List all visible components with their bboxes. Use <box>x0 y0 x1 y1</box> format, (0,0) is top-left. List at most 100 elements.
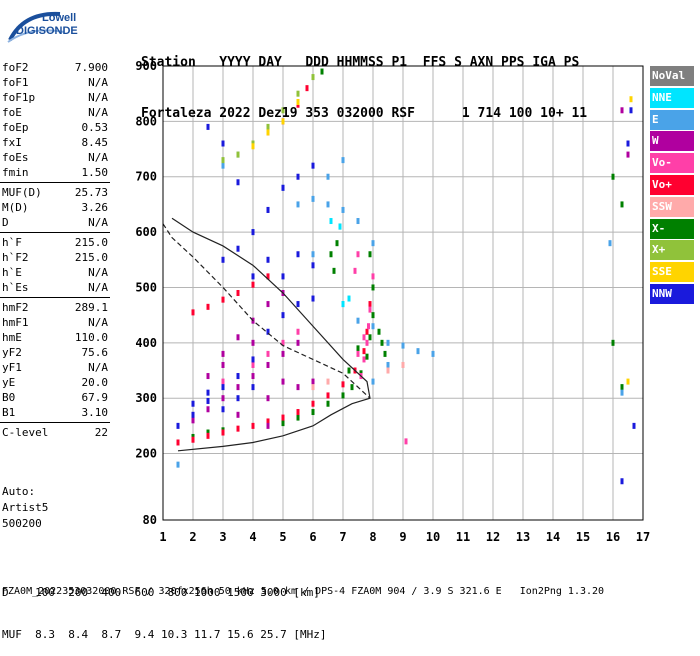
series-vo- <box>176 85 372 446</box>
data-point <box>329 251 333 258</box>
param-row: MUF(D) 25.73 <box>0 185 110 200</box>
data-point <box>626 378 630 385</box>
data-point <box>296 173 300 180</box>
param-value: N/A <box>88 361 108 374</box>
param-name: foE <box>2 106 22 119</box>
param-row: foE N/A <box>0 105 110 120</box>
data-point <box>305 85 309 92</box>
x-tick-label: 10 <box>426 530 440 544</box>
data-point <box>335 240 339 247</box>
header-labels: Station YYYY DAY DDD HHMMSS P1 FFS S AXN… <box>141 55 580 70</box>
data-point <box>296 98 300 105</box>
data-point <box>626 140 630 147</box>
x-tick-label: 14 <box>546 530 560 544</box>
param-name: h`F2 <box>2 251 29 264</box>
data-point <box>221 350 225 357</box>
x-tick-label: 3 <box>219 530 226 544</box>
data-point <box>251 361 255 368</box>
data-point <box>431 350 435 357</box>
muf-distance-row: D 100 200 400 600 800 1000 1500 3000 [km… <box>2 586 320 599</box>
param-name: yF1 <box>2 361 22 374</box>
data-point <box>221 406 225 413</box>
x-tick-label: 13 <box>516 530 530 544</box>
data-point <box>347 295 351 302</box>
x-tick-label: 11 <box>456 530 470 544</box>
param-row: fmin 1.50 <box>0 165 110 180</box>
legend-item-vo-: Vo- <box>650 153 694 174</box>
data-point <box>608 240 612 247</box>
param-name: hmF1 <box>2 316 29 329</box>
data-point <box>236 425 240 432</box>
param-divider <box>0 297 110 298</box>
lowell-digisonde-logo: Lowell DIGISONDE <box>4 6 124 44</box>
data-point <box>251 281 255 288</box>
x-tick-label: 2 <box>189 530 196 544</box>
data-point <box>236 151 240 158</box>
plot-frame <box>162 65 644 521</box>
data-point <box>236 290 240 296</box>
ionogram-chart: 1 2 3 4 5 6 7 8 9 10 11 12 13 14 15 16 17802003004005006… <box>135 59 650 544</box>
dashed-profile-curve <box>162 223 371 399</box>
y-tick-label: 600 <box>135 225 157 239</box>
data-point <box>629 96 633 103</box>
chart-curves <box>162 217 371 452</box>
data-point <box>356 317 360 324</box>
data-point <box>221 256 225 263</box>
param-value: N/A <box>88 76 108 89</box>
logo-line1: Lowell <box>42 12 77 24</box>
data-point <box>221 157 225 164</box>
param-row: yF1 N/A <box>0 360 110 375</box>
data-point <box>191 411 195 418</box>
data-point <box>311 74 315 81</box>
data-point <box>281 414 285 421</box>
data-point <box>311 251 315 258</box>
profile-curve <box>171 217 371 452</box>
param-value: N/A <box>88 281 108 294</box>
data-point <box>329 218 333 225</box>
legend-item-sse: SSE <box>650 262 694 283</box>
data-point <box>386 339 390 346</box>
data-point <box>311 384 315 391</box>
param-row: h`E N/A <box>0 265 110 280</box>
data-point <box>611 339 615 346</box>
data-point <box>281 312 285 319</box>
tick-labels: 1 2 3 4 5 6 7 8 9 10 11 12 13 14 15 16 17802003004005006… <box>135 59 650 544</box>
auto-program: Artist5 <box>2 501 49 514</box>
data-point <box>296 384 300 391</box>
param-name: h`F <box>2 236 22 249</box>
data-point <box>353 267 357 274</box>
data-point <box>356 345 360 352</box>
x-tick-label: 12 <box>486 530 500 544</box>
data-point <box>266 256 270 263</box>
data-point <box>311 400 315 407</box>
data-point <box>191 309 195 316</box>
data-point <box>266 350 270 357</box>
data-point <box>236 411 240 418</box>
param-name: fxI <box>2 136 22 149</box>
file-info-footer: FZA0M_2022353032000.RSF / 320fx256h 50 k… <box>2 586 605 597</box>
series-ssw <box>311 361 405 391</box>
data-point <box>620 384 624 391</box>
data-point <box>236 334 240 341</box>
data-point <box>311 262 315 269</box>
param-name: hmE <box>2 331 22 344</box>
data-point <box>266 206 270 213</box>
param-row: foF1 N/A <box>0 75 110 90</box>
param-name: foEs <box>2 151 29 164</box>
param-name: B1 <box>2 406 16 419</box>
series-nne <box>329 218 351 308</box>
data-point <box>266 395 270 402</box>
param-name: fmin <box>2 166 29 179</box>
data-point <box>380 339 384 346</box>
data-point <box>236 395 240 402</box>
x-tick-label: 9 <box>399 530 406 544</box>
data-point <box>296 339 300 346</box>
param-row: foEs N/A <box>0 150 110 165</box>
data-point <box>367 323 370 330</box>
data-point <box>221 378 225 385</box>
logo-line2: DIGISONDE <box>16 25 78 37</box>
x-tick-label: 8 <box>369 530 376 544</box>
param-name: yE <box>2 376 16 389</box>
data-point <box>371 312 375 319</box>
data-point <box>251 339 255 346</box>
